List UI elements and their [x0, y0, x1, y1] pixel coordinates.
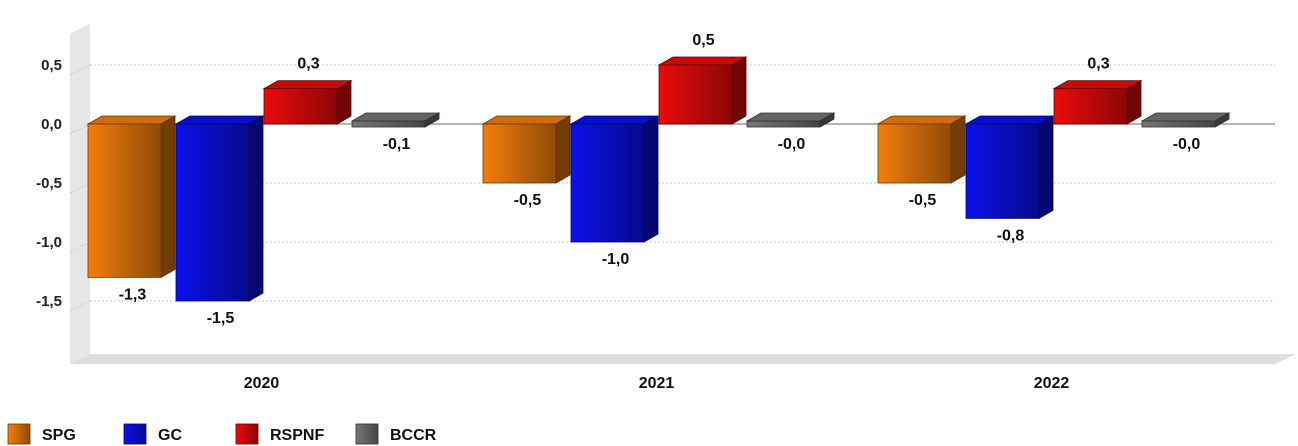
legend-item-bccr: BCCR [355, 423, 437, 445]
bar-top [745, 112, 836, 122]
bar-front [351, 120, 426, 128]
legend-swatch [355, 423, 379, 445]
data-label: -0,5 [909, 192, 937, 209]
bar-gc-2022 [964, 115, 1055, 220]
bar-rspnf-2021 [657, 56, 748, 125]
legend-label: BCCR [390, 427, 437, 444]
bar-side [1038, 115, 1054, 220]
bar-spg-2022 [876, 115, 967, 184]
data-label: -0,0 [778, 136, 806, 153]
bar-front [877, 123, 952, 184]
bar-top [657, 56, 748, 66]
data-label: -0,8 [997, 227, 1025, 244]
data-label: -1,0 [602, 251, 630, 268]
bar-bccr-2021 [745, 112, 836, 128]
x-tick-label: 2021 [639, 375, 675, 392]
bar-front [965, 123, 1040, 219]
bars [86, 56, 1231, 302]
x-tick-label: 2022 [1034, 375, 1070, 392]
bar-front [263, 88, 338, 125]
bar-top [1140, 112, 1231, 122]
bar-top [481, 115, 572, 125]
data-label: -0,1 [383, 136, 411, 153]
data-label: 0,3 [1087, 56, 1109, 73]
x-axis: 2020 2021 2022 [244, 375, 1070, 392]
bar-spg-2021 [481, 115, 572, 184]
bar-front [87, 123, 162, 278]
bar-side [160, 115, 176, 279]
bar-top [174, 115, 265, 125]
bar-gc-2021 [569, 115, 660, 243]
bar-top [350, 112, 441, 122]
floor [70, 354, 1295, 365]
bar-side [950, 115, 966, 184]
bar-side [555, 115, 571, 184]
legend-label: RSPNF [270, 427, 324, 444]
bar-front [1053, 88, 1128, 125]
y-tick-label: -0,5 [36, 175, 62, 192]
y-tick-label: -1,5 [36, 293, 62, 310]
y-tick-label: -1,0 [36, 234, 62, 251]
bar-spg-2020 [86, 115, 177, 279]
data-label: 0,5 [692, 32, 714, 49]
y-tick-label: 0,0 [41, 116, 62, 133]
bar-top [262, 80, 353, 89]
legend-item-spg: SPG [7, 423, 76, 445]
legend-item-rspnf: RSPNF [235, 423, 324, 445]
data-label: -1,5 [207, 310, 235, 327]
bar-front [175, 123, 250, 302]
y-axis: 0,5 0,0 -0,5 -1,0 -1,5 [36, 57, 62, 310]
bar-bccr-2020 [350, 112, 441, 128]
bar-front [482, 123, 557, 184]
legend-swatch [235, 423, 259, 445]
data-label: -0,0 [1173, 136, 1201, 153]
left-wall [70, 23, 90, 365]
bar-top [569, 115, 660, 125]
bar-rspnf-2020 [262, 79, 353, 125]
bar-front [570, 123, 645, 243]
data-labels: -1,3 -1,5 0,3 -0,1 -0,5 -1,0 0,5 -0,0 -0,5 -0,8 0,… [119, 32, 1201, 327]
bar-top [86, 115, 177, 125]
legend-item-gc: GC [123, 423, 182, 445]
bar-front [658, 64, 733, 125]
bar-side [1126, 79, 1142, 125]
x-tick-label: 2020 [244, 375, 280, 392]
bar-top [1052, 80, 1143, 89]
bar-side [336, 79, 352, 125]
bar-side [731, 56, 747, 125]
bar-gc-2020 [174, 115, 265, 302]
bar-side [643, 115, 659, 243]
legend-swatch [7, 423, 31, 445]
data-label: 0,3 [297, 56, 319, 73]
data-label: -1,3 [119, 286, 147, 303]
plot-background [70, 23, 1295, 365]
bar-top [876, 115, 967, 125]
back-wall [90, 23, 1275, 355]
bar-front [746, 120, 821, 128]
bar-top [964, 115, 1055, 125]
legend-label: SPG [42, 427, 76, 444]
bar-bccr-2022 [1140, 112, 1231, 128]
legend-label: GC [158, 427, 182, 444]
legend: SPG GC RSPNF BCCR [7, 423, 437, 445]
bar-side [248, 115, 264, 302]
y-tick-label: 0,5 [41, 57, 62, 74]
bar-rspnf-2022 [1052, 79, 1143, 125]
bar-front [1141, 120, 1216, 128]
data-label: -0,5 [514, 192, 542, 209]
legend-swatch [123, 423, 147, 445]
